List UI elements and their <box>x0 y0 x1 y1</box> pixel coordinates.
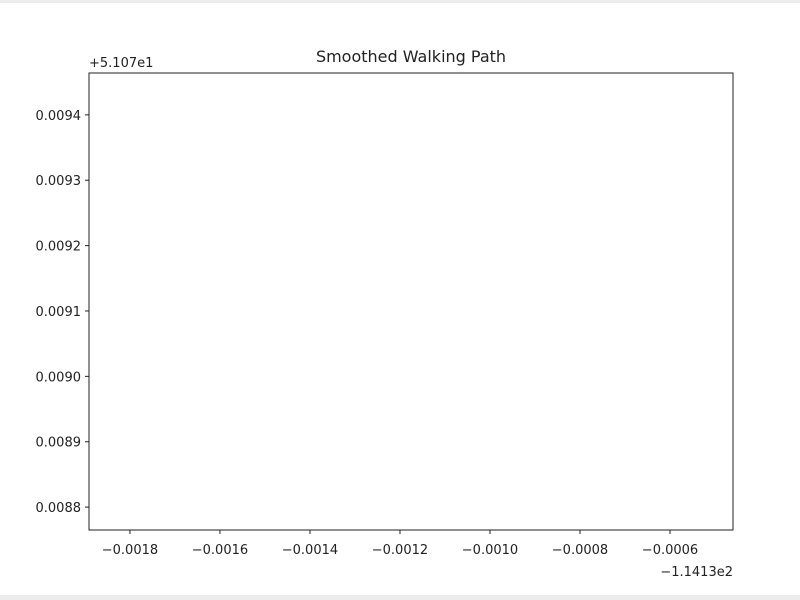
x-tick-label: −0.0012 <box>372 543 428 558</box>
y-tick-label: 0.0094 <box>36 109 82 124</box>
chart-title: Smoothed Walking Path <box>316 47 506 66</box>
x-offset-label: −1.1413e2 <box>660 565 733 580</box>
y-tick-label: 0.0088 <box>36 501 82 516</box>
y-tick-label: 0.0090 <box>36 370 82 385</box>
y-tick-label: 0.0089 <box>36 436 82 451</box>
x-tick-label: −0.0014 <box>282 543 338 558</box>
y-tick-label: 0.0091 <box>36 305 82 320</box>
window-edge <box>0 595 800 600</box>
x-tick-label: −0.0008 <box>552 543 608 558</box>
x-tick-label: −0.0006 <box>642 543 698 558</box>
window-edge <box>0 0 800 3</box>
plot-frame <box>88 72 734 531</box>
y-offset-label: +5.107e1 <box>89 56 153 71</box>
x-tick-label: −0.0010 <box>462 543 518 558</box>
x-tick-label: −0.0016 <box>192 543 248 558</box>
y-tick-label: 0.0092 <box>36 240 82 255</box>
y-tick-label: 0.0093 <box>36 174 82 189</box>
x-tick-label: −0.0018 <box>102 543 158 558</box>
